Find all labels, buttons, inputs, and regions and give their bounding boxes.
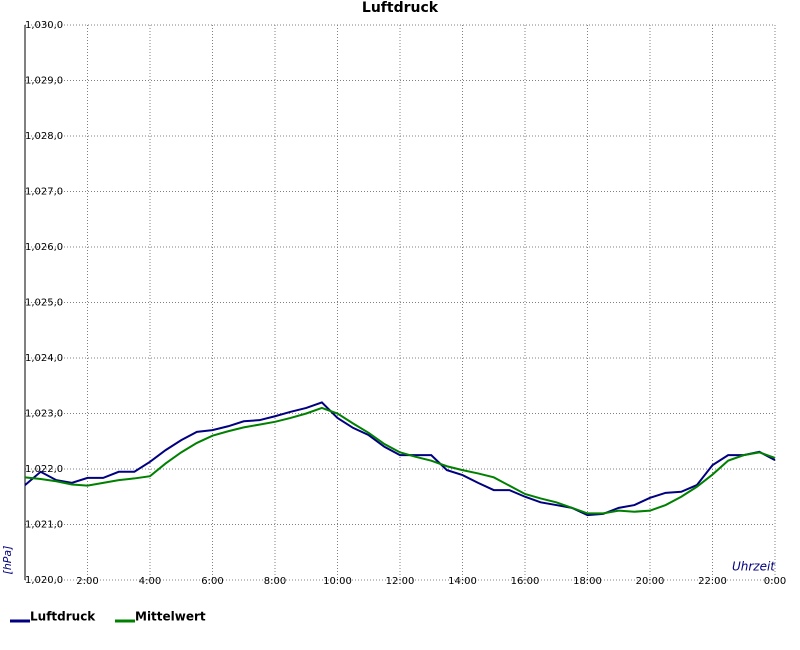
x-tick-label: 2:00 <box>76 576 98 587</box>
chart-title: Luftdruck <box>362 0 439 16</box>
y-tick-label: 1,028,0 <box>25 131 63 142</box>
y-tick-label: 1,020,0 <box>25 575 63 586</box>
x-tick-label: 18:00 <box>573 576 602 587</box>
x-tick-label: 0:00 <box>764 576 786 587</box>
legend-label: Luftdruck <box>30 610 96 624</box>
x-tick-label: 8:00 <box>264 576 286 587</box>
y-tick-label: 1,027,0 <box>25 187 63 198</box>
x-tick-label: 22:00 <box>698 576 727 587</box>
y-tick-label: 1,029,0 <box>25 76 63 87</box>
x-tick-label: 12:00 <box>386 576 415 587</box>
y-tick-label: 1,024,0 <box>25 353 63 364</box>
y-tick-label: 1,023,0 <box>25 409 63 420</box>
series-line <box>24 401 776 517</box>
y-tick-label: 1,021,0 <box>25 520 63 531</box>
y-tick-label: 1,025,0 <box>25 298 63 309</box>
x-tick-label: 20:00 <box>636 576 665 587</box>
y-tick-label: 1,026,0 <box>25 242 63 253</box>
legend-label: Mittelwert <box>135 610 206 624</box>
x-tick-label: 6:00 <box>201 576 223 587</box>
x-axis-label: Uhrzeit <box>732 560 776 574</box>
x-tick-label: 10:00 <box>323 576 352 587</box>
x-tick-label: 4:00 <box>139 576 161 587</box>
y-tick-label: 1,022,0 <box>25 464 63 475</box>
y-axis-label: [hPa] <box>1 546 14 575</box>
x-tick-label: 14:00 <box>448 576 477 587</box>
series-line <box>24 406 776 515</box>
y-tick-label: 1,030,0 <box>25 20 63 31</box>
x-tick-label: 16:00 <box>511 576 540 587</box>
